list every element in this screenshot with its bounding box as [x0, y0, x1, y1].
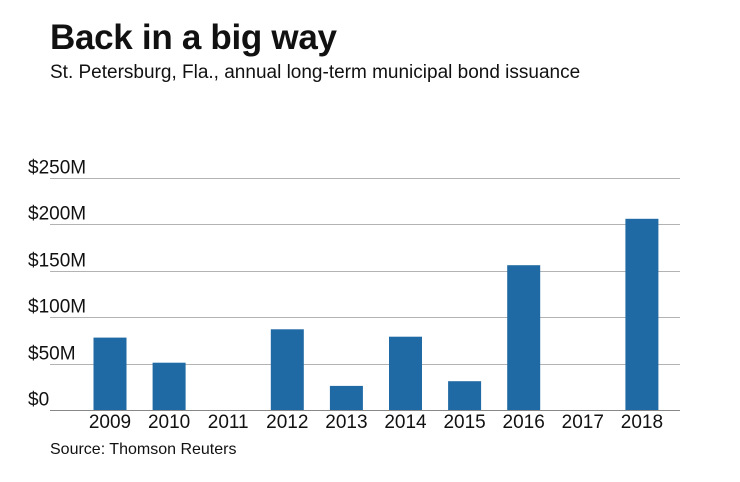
chart-subtitle: St. Petersburg, Fla., annual long-term m…: [50, 62, 581, 83]
x-tick-label: 2017: [562, 412, 604, 433]
y-tick-label: $200M: [28, 204, 86, 225]
x-tick-label: 2010: [148, 412, 190, 433]
y-axis-labels: $0 $50M $100M $150M $200M $250M: [28, 158, 86, 411]
bar-2010: [152, 362, 186, 410]
y-tick-label: $150M: [28, 251, 86, 272]
y-tick-label: $0: [28, 390, 49, 411]
bar-2015: [448, 381, 482, 410]
bar-2016: [507, 265, 541, 410]
x-tick-label: 2011: [208, 412, 249, 433]
bar-2013: [329, 385, 363, 410]
y-tick-label: $100M: [28, 297, 86, 318]
source-note: Source: Thomson Reuters: [50, 441, 237, 458]
x-tick-label: 2013: [325, 412, 367, 433]
x-tick-label: 2014: [384, 412, 427, 433]
x-tick-label: 2016: [503, 412, 545, 433]
y-tick-label: $250M: [28, 158, 86, 179]
bar-2009: [93, 337, 127, 410]
bars: [93, 218, 659, 410]
y-tick-label: $50M: [28, 344, 76, 365]
bar-2018: [625, 218, 659, 410]
x-tick-label: 2015: [443, 412, 485, 433]
x-tick-label: 2018: [621, 412, 663, 433]
bar-2014: [389, 336, 422, 410]
x-tick-label: 2009: [89, 412, 131, 433]
x-tick-label: 2012: [266, 412, 308, 433]
x-axis-labels: 2009 2010 2011 2012 2013 2014 2015 2016 2017 2018: [89, 412, 663, 433]
chart-title: Back in a big way: [50, 18, 337, 57]
bar-2012: [270, 329, 304, 410]
gridlines: [50, 178, 680, 411]
